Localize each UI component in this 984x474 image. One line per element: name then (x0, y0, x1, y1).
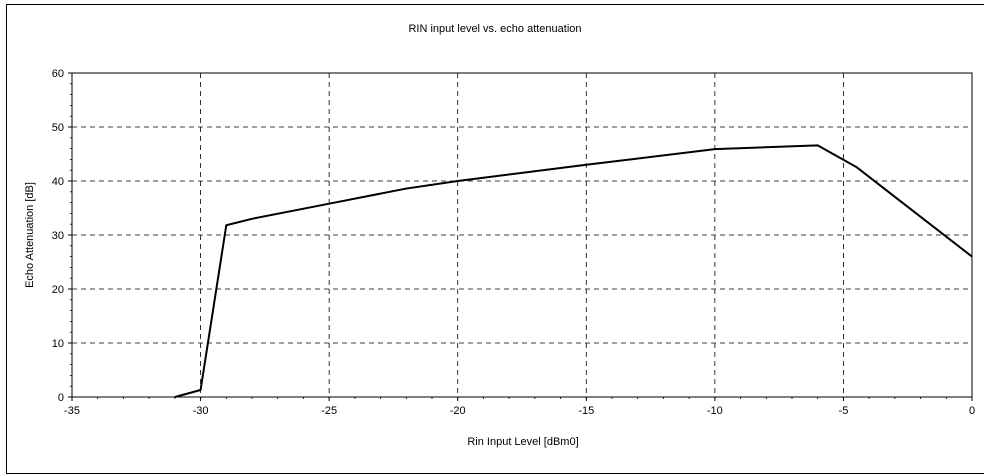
axis-ticks (68, 72, 973, 401)
y-tick-label: 60 (52, 68, 64, 80)
y-axis-label: Echo Attenuation [dB] (24, 182, 36, 288)
x-tick-label: -10 (707, 405, 723, 417)
y-tick-label: 50 (52, 122, 64, 134)
series-group (174, 144, 973, 398)
x-tick-label: 0 (969, 405, 975, 417)
x-tick-label: -15 (578, 405, 594, 417)
y-axis-tick-labels: 0 10 20 30 40 50 60 (52, 68, 64, 404)
y-tick-label: 30 (52, 230, 64, 242)
grid-lines (72, 73, 972, 397)
y-tick-label: 0 (58, 392, 64, 404)
y-tick-label: 20 (52, 284, 64, 296)
x-tick-label: -35 (64, 405, 80, 417)
y-tick-label: 10 (52, 338, 64, 350)
x-tick-label: -20 (450, 405, 466, 417)
x-tick-label: -25 (321, 405, 337, 417)
x-tick-label: -30 (193, 405, 209, 417)
series-line (174, 144, 973, 398)
x-axis-tick-labels: -35 -30 -25 -20 -15 -10 -5 0 (64, 405, 975, 417)
x-axis-label: Rin Input Level [dBm0] (467, 436, 578, 448)
x-tick-label: -5 (839, 405, 849, 417)
y-tick-label: 40 (52, 176, 64, 188)
chart-title: RIN input level vs. echo attenuation (408, 23, 581, 35)
